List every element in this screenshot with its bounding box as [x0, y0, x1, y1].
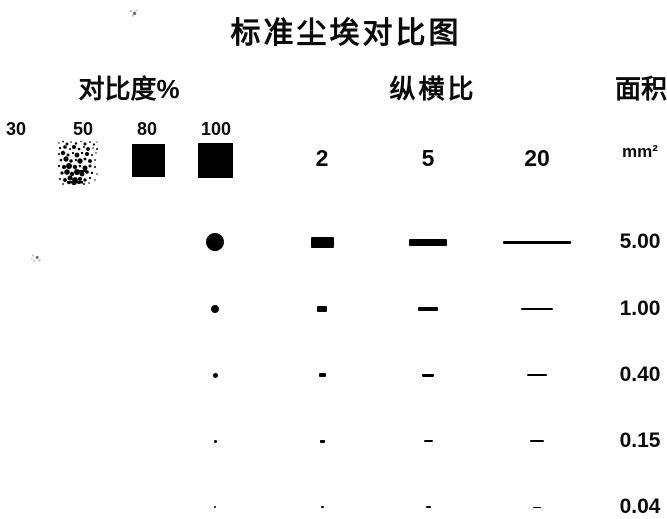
contrast-section-label: 对比度% [78, 74, 180, 104]
area-section-label: 面积 [614, 74, 667, 104]
dust-rect-aspect2 [319, 439, 325, 443]
dust-line-aspect20 [533, 506, 541, 508]
dust-bar-aspect5 [423, 439, 433, 443]
row-area-value: 0.40 [619, 363, 661, 386]
dust-dot-aspect1 [211, 305, 219, 313]
dust-bar-aspect5 [422, 373, 434, 377]
aspect-column-20: 20 [524, 145, 550, 171]
dust-dot-aspect1 [214, 506, 216, 508]
dust-rect-aspect2 [317, 306, 327, 312]
contrast-swatch-50-halftone [57, 140, 98, 185]
dust-bar-aspect5 [418, 307, 438, 311]
dust-dot-aspect1 [212, 372, 218, 378]
contrast-column-80: 80 [136, 119, 158, 139]
contrast-column-50: 50 [72, 119, 94, 139]
area-unit-label: mm² [622, 142, 658, 161]
dust-bar-aspect5 [425, 506, 431, 508]
contrast-column-30: 30 [5, 119, 27, 139]
scan-speck [129, 9, 138, 17]
dust-bar-aspect5 [409, 238, 447, 246]
aspect-column-2: 2 [315, 145, 329, 171]
aspect-column-5: 5 [421, 145, 435, 171]
row-area-value: 5.00 [619, 230, 661, 253]
row-area-value: 1.00 [619, 297, 661, 320]
chart-title: 标准尘埃对比图 [230, 17, 462, 50]
dust-line-aspect20 [527, 374, 547, 376]
dust-line-aspect20 [530, 440, 544, 442]
dust-rect-aspect2 [320, 506, 324, 508]
dust-dot-aspect1 [206, 233, 224, 251]
dust-dot-aspect1 [213, 439, 217, 443]
scan-speck [30, 252, 42, 264]
dust-rect-aspect2 [318, 373, 326, 377]
row-area-value: 0.04 [619, 495, 661, 518]
contrast-column-100: 100 [200, 119, 232, 139]
aspect-ratio-section-label: 纵横比 [389, 74, 477, 104]
contrast-swatch-100-solid [198, 143, 233, 178]
contrast-swatch-80-solid [132, 144, 165, 177]
dust-line-aspect20 [521, 308, 553, 310]
dust-line-aspect20 [503, 240, 571, 244]
row-area-value: 0.15 [619, 429, 661, 452]
dust-rect-aspect2 [310, 236, 334, 248]
